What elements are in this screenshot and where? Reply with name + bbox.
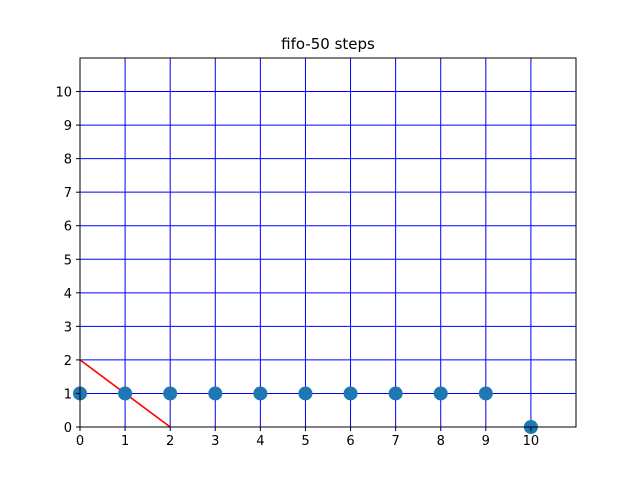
- x-tick-label: 8: [437, 434, 445, 449]
- data-point: [388, 386, 403, 401]
- chart-title: fifo-50 steps: [281, 35, 375, 53]
- x-tick-label: 4: [256, 434, 264, 449]
- y-tick-label: 1: [64, 387, 72, 402]
- data-point: [343, 386, 358, 401]
- x-tick-label: 9: [482, 434, 490, 449]
- plot-area-frame: [79, 57, 577, 428]
- x-tick-label: 2: [166, 434, 174, 449]
- y-tick-label: 10: [55, 86, 72, 101]
- y-tick-label: 9: [64, 119, 72, 134]
- y-tick-label: 2: [64, 354, 72, 369]
- x-tick-label: 5: [301, 434, 309, 449]
- y-tick-label: 6: [64, 220, 72, 235]
- axis-ticks: 0 1 2 3 4 5 6 7 8 9 10 0 1 2 3 4 5 6 7 8 9 10: [55, 86, 539, 449]
- x-tick-label: 0: [76, 434, 84, 449]
- data-point: [163, 386, 178, 401]
- x-tick-label: 3: [211, 434, 219, 449]
- y-tick-label: 5: [64, 253, 72, 268]
- data-point: [118, 386, 133, 401]
- y-tick-label: 4: [64, 287, 72, 302]
- x-tick-label: 1: [121, 434, 129, 449]
- y-tick-label: 8: [64, 153, 72, 168]
- scatter-series: [73, 386, 538, 434]
- data-point: [298, 386, 313, 401]
- data-point: [478, 386, 493, 401]
- x-tick-label: 10: [523, 434, 540, 449]
- y-tick-label: 7: [64, 186, 72, 201]
- x-tick-label: 7: [391, 434, 399, 449]
- y-tick-label: 3: [64, 320, 72, 335]
- x-tick-label: 6: [346, 434, 354, 449]
- data-point: [208, 386, 223, 401]
- y-tick-label: 0: [64, 421, 72, 436]
- data-point: [253, 386, 268, 401]
- data-point: [433, 386, 448, 401]
